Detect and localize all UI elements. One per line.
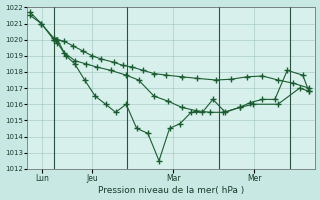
X-axis label: Pression niveau de la mer( hPa ): Pression niveau de la mer( hPa ) xyxy=(98,186,244,195)
